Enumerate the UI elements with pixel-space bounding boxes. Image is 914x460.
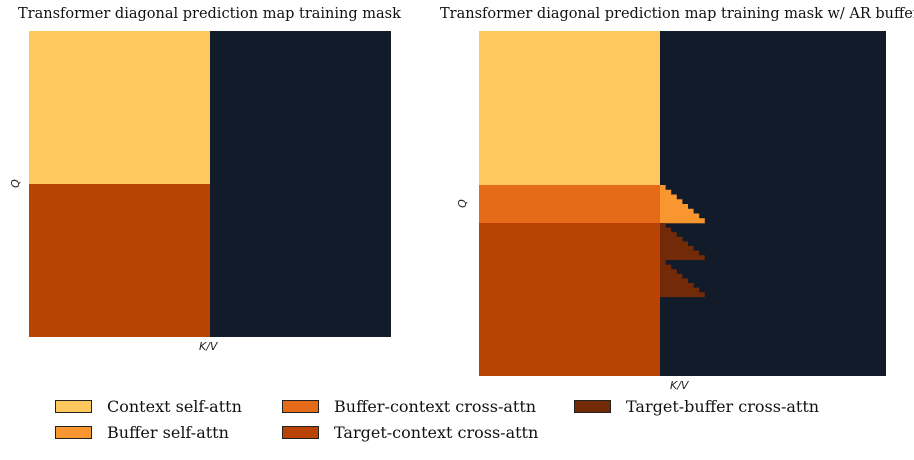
mask-step — [660, 278, 688, 284]
mask-step — [660, 199, 683, 205]
right-x-axis-label: K/V — [670, 379, 689, 392]
mask-step — [660, 208, 694, 214]
context-self-attn-block — [479, 31, 660, 185]
target-context-cross-attn-block — [29, 184, 210, 337]
legend-label: Target-buffer cross-attn — [626, 397, 820, 416]
left-y-axis-label: Q — [8, 179, 22, 188]
mask-step — [660, 218, 705, 224]
mask-step — [660, 255, 705, 261]
mask-step — [660, 264, 672, 270]
legend-label: Context self-attn — [107, 397, 242, 416]
right-y-axis-label: Q — [455, 199, 469, 208]
buffer-context-cross-attn-block — [479, 185, 660, 223]
mask-step — [660, 260, 666, 265]
legend-item-context-self-attn: Context self-attn — [55, 397, 242, 416]
mask-step — [660, 269, 677, 275]
right-panel-title: Transformer diagonal prediction map trai… — [440, 6, 914, 22]
mask-step — [660, 204, 688, 210]
left-mask-heatmap — [29, 31, 391, 337]
mask-step — [660, 273, 683, 279]
mask-step — [660, 246, 694, 251]
mask-step — [660, 241, 688, 247]
target-buffer-cross-attn-triangles — [660, 223, 705, 298]
legend-item-buffer-self-attn: Buffer self-attn — [55, 423, 229, 442]
buffer-self-attn-triangle — [660, 185, 705, 224]
legend-label: Target-context cross-attn — [334, 423, 539, 442]
legend-swatch — [55, 426, 92, 439]
mask-step — [660, 223, 666, 228]
legend-item-target-context-cross-attn: Target-context cross-attn — [282, 423, 538, 442]
legend-item-buffer-context-cross-attn: Buffer-context cross-attn — [282, 397, 536, 416]
legend-swatch — [282, 426, 319, 439]
mask-step — [660, 189, 672, 195]
legend-label: Buffer self-attn — [107, 423, 229, 442]
legend-item-target-buffer-cross-attn: Target-buffer cross-attn — [574, 397, 819, 416]
mask-step — [660, 283, 694, 288]
left-x-axis-label: K/V — [199, 340, 218, 353]
mask-step — [660, 292, 705, 298]
legend-swatch — [55, 400, 92, 413]
context-self-attn-block — [29, 31, 210, 184]
mask-step — [660, 194, 677, 200]
legend-swatch — [282, 400, 319, 413]
target-context-cross-attn-block — [479, 223, 660, 376]
mask-step — [660, 185, 666, 191]
mask-step — [660, 287, 700, 293]
mask-step — [660, 213, 700, 219]
mask-step — [660, 227, 672, 233]
mask-step — [660, 236, 683, 242]
mask-step — [660, 232, 677, 238]
legend-swatch — [574, 400, 611, 413]
right-mask-heatmap — [479, 31, 886, 376]
mask-step — [660, 250, 700, 256]
legend-label: Buffer-context cross-attn — [334, 397, 537, 416]
left-panel-title: Transformer diagonal prediction map trai… — [18, 6, 401, 22]
